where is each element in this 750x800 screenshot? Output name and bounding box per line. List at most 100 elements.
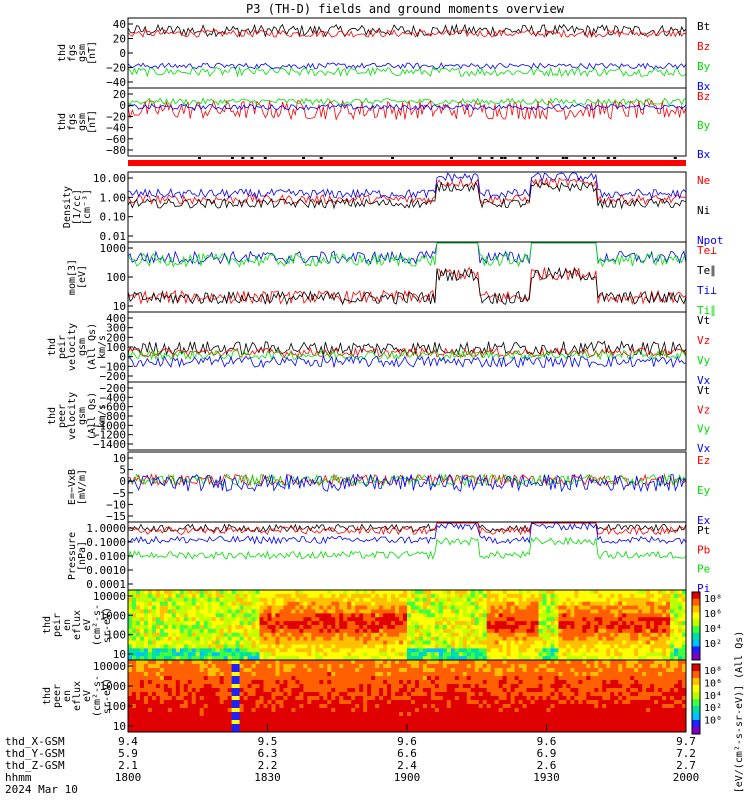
heatmap-cell bbox=[530, 605, 536, 610]
heatmap-cell bbox=[267, 593, 272, 599]
heatmap-cell bbox=[399, 692, 404, 697]
heatmap-cell bbox=[490, 716, 496, 721]
heatmap-cell bbox=[227, 716, 233, 721]
heatmap-cell bbox=[410, 648, 416, 653]
heatmap-cell bbox=[486, 672, 492, 677]
heatmap-cell bbox=[315, 652, 320, 657]
heatmap-cell bbox=[418, 597, 424, 603]
heatmap-cell bbox=[562, 601, 567, 607]
heatmap-cell bbox=[307, 692, 312, 697]
heatmap-cell bbox=[128, 668, 133, 673]
heatmap-cell bbox=[391, 640, 396, 645]
heatmap-cell bbox=[383, 625, 388, 630]
heatmap-cell bbox=[614, 625, 619, 630]
heatmap-cell bbox=[614, 664, 619, 669]
heatmap-cell bbox=[490, 628, 496, 634]
legend-bx: Bx bbox=[697, 80, 711, 93]
heatmap-cell bbox=[195, 708, 201, 713]
heatmap-cell bbox=[383, 728, 388, 733]
heatmap-cell bbox=[470, 680, 476, 685]
heatmap-cell bbox=[263, 704, 268, 709]
heatmap-cell bbox=[227, 644, 233, 649]
heatmap-cell bbox=[518, 676, 524, 681]
heatmap-cell bbox=[470, 704, 476, 709]
heatmap-cell bbox=[462, 628, 468, 634]
heatmap-cell bbox=[546, 728, 551, 733]
heatmap-cell bbox=[131, 700, 137, 705]
heatmap-cell bbox=[247, 621, 253, 626]
heatmap-cell bbox=[510, 605, 516, 610]
heatmap-cell bbox=[403, 664, 408, 669]
heatmap-cell bbox=[231, 590, 237, 595]
heatmap-cell bbox=[199, 617, 205, 622]
heatmap-cell bbox=[454, 636, 460, 642]
heatmap-cell bbox=[582, 590, 587, 595]
heatmap-cell bbox=[259, 640, 265, 645]
heatmap-cell bbox=[219, 597, 225, 603]
heatmap-cell bbox=[383, 636, 388, 642]
heatmap-cell bbox=[658, 636, 663, 642]
heatmap-cell bbox=[227, 640, 233, 645]
heatmap-cell bbox=[470, 656, 476, 661]
heatmap-cell bbox=[426, 605, 432, 610]
heatmap-cell bbox=[542, 688, 547, 693]
heatmap-cell bbox=[538, 676, 544, 681]
heatmap-cell bbox=[351, 617, 356, 622]
heatmap-cell bbox=[418, 605, 424, 610]
heatmap-cell bbox=[474, 617, 480, 622]
heatmap-cell bbox=[434, 700, 440, 705]
heatmap-cell bbox=[191, 684, 197, 689]
heatmap-cell bbox=[279, 676, 284, 681]
heatmap-cell bbox=[187, 672, 193, 677]
heatmap-cell bbox=[414, 632, 420, 638]
heatmap-cell bbox=[327, 601, 332, 607]
heatmap-cell bbox=[606, 668, 611, 673]
y-label-line: gsm bbox=[77, 407, 88, 425]
heatmap-cell bbox=[199, 652, 205, 657]
heatmap-cell bbox=[211, 625, 217, 630]
heatmap-cell bbox=[255, 601, 261, 607]
heatmap-cell bbox=[363, 648, 368, 653]
heatmap-cell bbox=[327, 720, 332, 725]
heatmap-cell bbox=[239, 652, 245, 657]
heatmap-cell bbox=[147, 728, 153, 733]
heatmap-cell bbox=[502, 593, 508, 599]
heatmap-cell bbox=[307, 628, 312, 634]
heatmap-cell bbox=[279, 632, 284, 638]
heatmap-cell bbox=[351, 696, 356, 701]
heatmap-cell bbox=[438, 593, 444, 599]
heatmap-cell bbox=[323, 593, 328, 599]
heatmap-cell bbox=[474, 664, 480, 669]
heatmap-cell bbox=[558, 656, 563, 661]
heatmap-cell bbox=[482, 716, 488, 721]
heatmap-cell bbox=[207, 640, 213, 645]
heatmap-cell bbox=[283, 593, 288, 599]
heatmap-cell bbox=[458, 613, 464, 618]
heatmap-cell bbox=[454, 680, 460, 685]
heatmap-cell bbox=[179, 728, 185, 733]
heatmap-cell bbox=[215, 617, 221, 622]
heatmap-cell bbox=[614, 652, 619, 657]
heatmap-cell bbox=[622, 668, 627, 673]
heatmap-cell bbox=[259, 621, 265, 626]
heatmap-cell bbox=[367, 597, 372, 603]
heatmap-cell bbox=[271, 672, 276, 677]
heatmap-cell bbox=[355, 700, 360, 705]
heatmap-cell bbox=[598, 590, 603, 595]
heatmap-cell bbox=[159, 720, 165, 725]
heatmap-cell bbox=[538, 625, 544, 630]
heatmap-cell bbox=[510, 609, 516, 614]
heatmap-cell bbox=[466, 601, 472, 607]
heatmap-cell bbox=[179, 720, 185, 725]
heatmap-cell bbox=[582, 672, 587, 677]
heatmap-cell bbox=[179, 664, 185, 669]
heatmap-cell bbox=[135, 648, 141, 653]
heatmap-cell bbox=[247, 664, 253, 669]
heatmap-cell bbox=[399, 593, 404, 599]
heatmap-cell bbox=[231, 684, 237, 689]
heatmap-cell bbox=[510, 688, 516, 693]
heatmap-cell bbox=[315, 632, 320, 638]
heatmap-cell bbox=[291, 684, 296, 689]
heatmap-cell bbox=[618, 692, 623, 697]
heatmap-cell bbox=[307, 720, 312, 725]
